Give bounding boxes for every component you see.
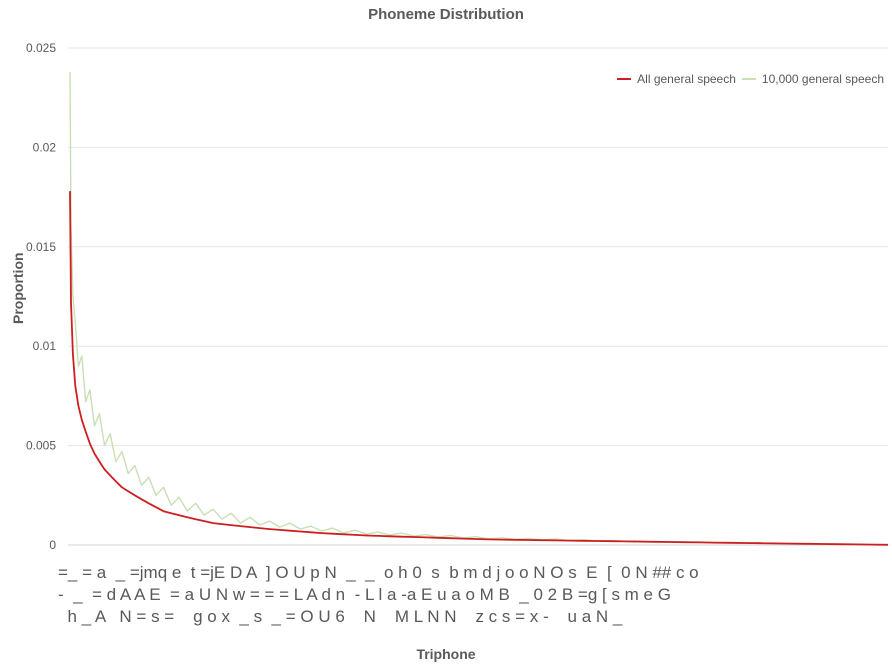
series-line-10000-general-speech [69,71,889,546]
y-tick-label: 0.01 [33,339,57,353]
chart-title: Phoneme Distribution [368,6,524,23]
series-line-all-general-speech [69,191,889,546]
y-tick-label: 0.025 [26,41,56,55]
x-tick-row-2: - _ = d A A E = a U N w = = = L A d n - … [58,585,671,604]
legend-swatch-10000 [741,78,756,80]
y-tick-label: 0 [49,538,56,552]
x-tick-row-1: =_ = a _ =jmq e t =jE D A ] O U p N _ _ … [58,563,699,582]
legend-swatch-all [617,78,632,80]
y-tick-label: 0.015 [26,240,56,254]
x-axis-title: Triphone [416,646,476,662]
x-tick-row-3: h _ A N = s = g o x _ s _ = O U 6 N M L … [58,607,623,626]
legend-label-all: All general speech [637,72,736,86]
y-tick-label: 0.005 [26,439,56,453]
x-tick-labels: =_ = a _ =jmq e t =jE D A ] O U p N _ _ … [58,563,878,629]
legend-label-10000: 10,000 general speech [761,72,884,86]
legend: All general speech 10,000 general speech [617,72,884,86]
y-tick-label: 0.02 [33,140,57,154]
